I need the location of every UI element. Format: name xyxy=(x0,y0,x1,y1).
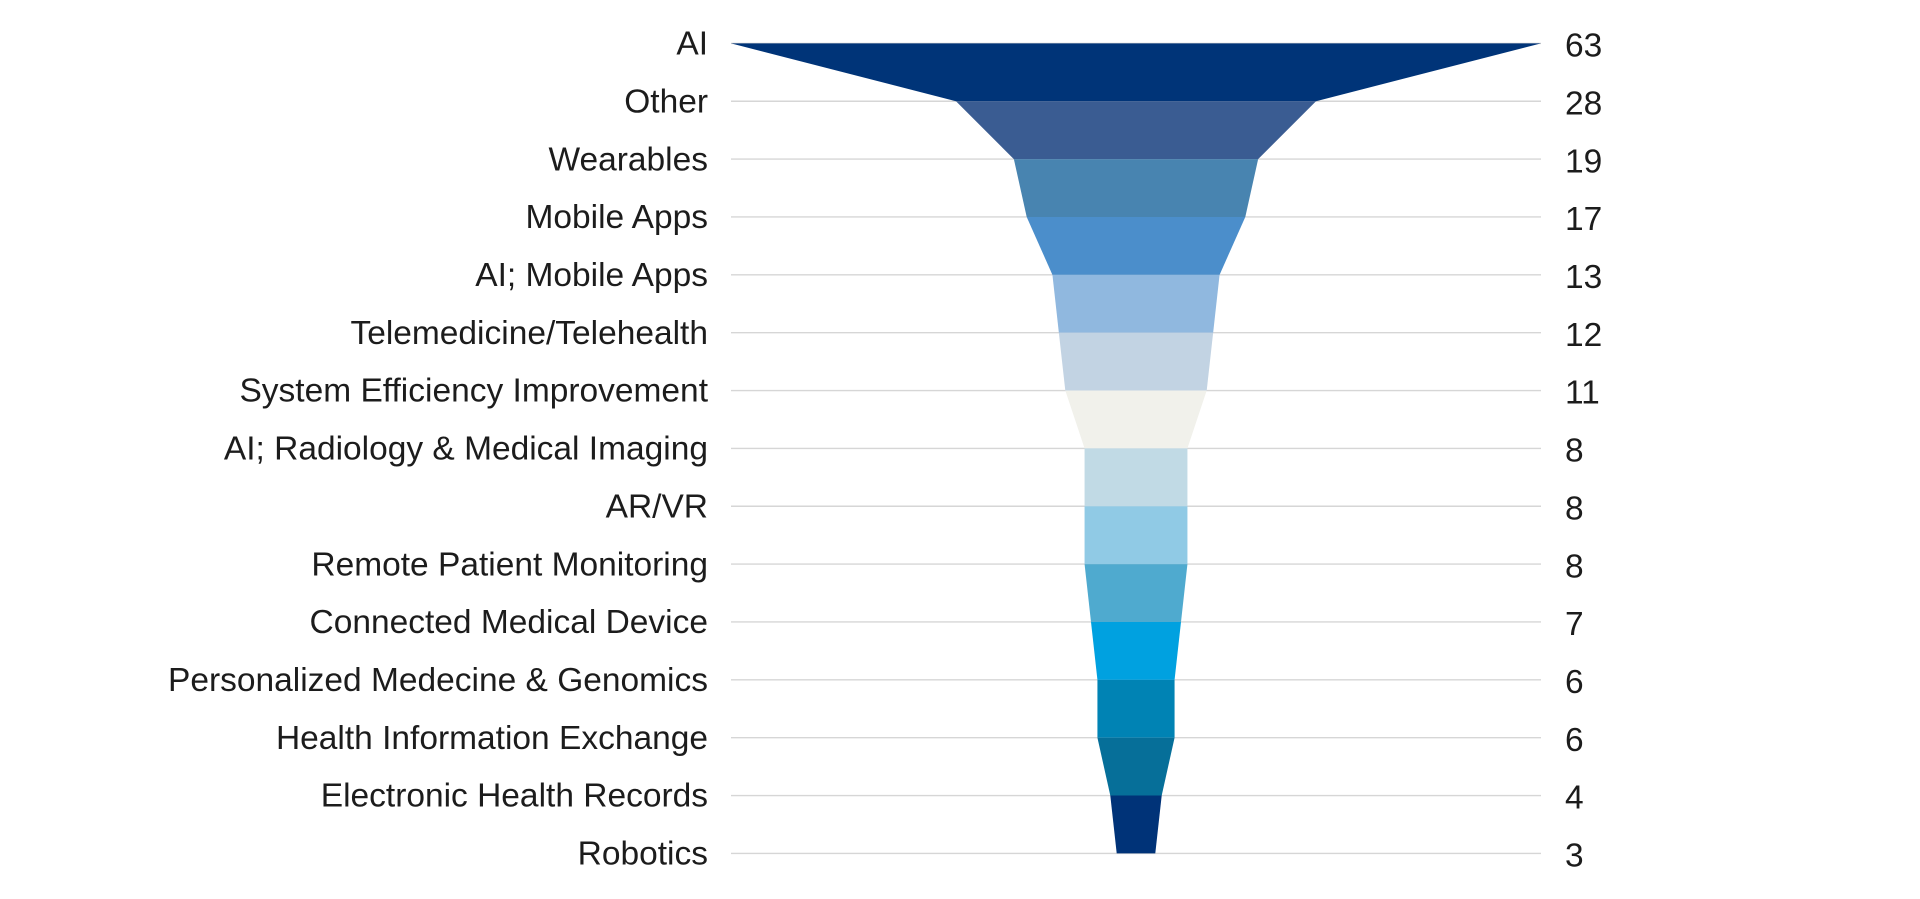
svg-text:8: 8 xyxy=(1565,490,1584,527)
svg-text:Electronic Health Records: Electronic Health Records xyxy=(321,778,708,815)
svg-text:AI: AI xyxy=(676,26,708,63)
svg-text:AI; Mobile Apps: AI; Mobile Apps xyxy=(475,257,708,294)
svg-text:Remote Patient Monitoring: Remote Patient Monitoring xyxy=(311,546,708,583)
svg-text:63: 63 xyxy=(1565,28,1602,65)
svg-text:Connected Medical Device: Connected Medical Device xyxy=(310,604,708,641)
svg-text:28: 28 xyxy=(1565,85,1602,122)
svg-text:AI; Radiology & Medical Imagin: AI; Radiology & Medical Imaging xyxy=(224,431,708,468)
svg-text:7: 7 xyxy=(1565,606,1584,643)
svg-text:Personalized Medecine & Genomi: Personalized Medecine & Genomics xyxy=(168,662,708,699)
svg-text:19: 19 xyxy=(1565,143,1602,180)
svg-text:AR/VR: AR/VR xyxy=(606,488,708,525)
svg-text:11: 11 xyxy=(1565,375,1600,412)
svg-text:Health Information Exchange: Health Information Exchange xyxy=(276,720,708,757)
svg-text:System Efficiency Improvement: System Efficiency Improvement xyxy=(239,373,708,410)
svg-text:6: 6 xyxy=(1565,664,1584,701)
svg-text:Other: Other xyxy=(624,83,708,120)
svg-text:12: 12 xyxy=(1565,317,1602,354)
svg-text:17: 17 xyxy=(1565,201,1602,238)
svg-text:8: 8 xyxy=(1565,548,1584,585)
svg-text:Telemedicine/Telehealth: Telemedicine/Telehealth xyxy=(350,315,708,352)
svg-text:3: 3 xyxy=(1565,838,1584,875)
svg-text:8: 8 xyxy=(1565,433,1584,470)
svg-text:6: 6 xyxy=(1565,722,1584,759)
svg-text:13: 13 xyxy=(1565,259,1602,296)
svg-text:Wearables: Wearables xyxy=(548,141,708,178)
svg-text:Mobile Apps: Mobile Apps xyxy=(526,199,709,236)
svg-text:Robotics: Robotics xyxy=(578,836,708,873)
svg-text:4: 4 xyxy=(1565,780,1584,817)
